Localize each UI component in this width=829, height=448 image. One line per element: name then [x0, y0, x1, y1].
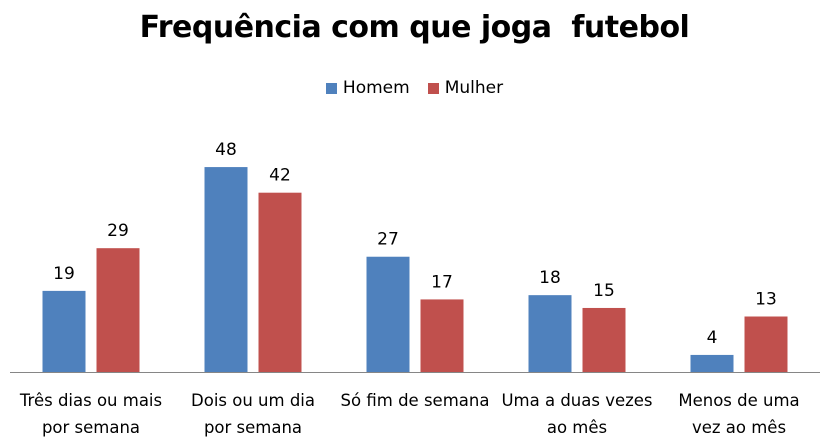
legend-item-homem: Homem — [325, 78, 410, 98]
bar-homem-3 — [528, 295, 572, 372]
bar-mulher-0 — [96, 248, 140, 372]
data-label-homem-4: 4 — [707, 328, 718, 348]
category-label-0-line-0: Três dias ou mais — [19, 391, 162, 410]
bar-homem-0 — [42, 290, 86, 372]
category-label-0-line-1: por semana — [42, 418, 140, 437]
data-label-homem-3: 18 — [539, 268, 561, 288]
bar-mulher-4 — [744, 316, 788, 372]
legend-item-mulher: Mulher — [427, 78, 504, 98]
data-label-homem-1: 48 — [215, 140, 237, 160]
category-label-3-line-1: ao mês — [547, 418, 607, 437]
category-label-2-line-0: Só fim de semana — [341, 391, 490, 410]
data-label-mulher-1: 42 — [269, 166, 291, 186]
bar-homem-1 — [204, 167, 248, 372]
data-label-homem-2: 27 — [377, 230, 399, 250]
data-label-mulher-3: 15 — [593, 281, 615, 301]
data-label-homem-0: 19 — [53, 264, 75, 284]
data-label-mulher-0: 29 — [107, 221, 129, 241]
bar-mulher-2 — [420, 299, 464, 372]
legend: Homem Mulher — [0, 78, 829, 98]
category-label-4-line-0: Menos de uma — [678, 391, 799, 410]
bar-mulher-1 — [258, 192, 302, 372]
category-label-3-line-0: Uma a duas vezes — [501, 391, 652, 410]
legend-label-mulher: Mulher — [444, 78, 504, 98]
bar-homem-4 — [690, 354, 734, 372]
data-label-mulher-2: 17 — [431, 272, 453, 292]
chart-title: Frequência com que joga futebol — [139, 10, 690, 45]
legend-swatch-homem — [325, 82, 337, 94]
category-label-1-line-0: Dois ou um dia — [191, 391, 315, 410]
category-label-1-line-1: por semana — [204, 418, 302, 437]
legend-label-homem: Homem — [342, 78, 410, 98]
data-label-mulher-4: 13 — [755, 290, 777, 310]
legend-swatch-mulher — [427, 82, 439, 94]
category-label-4-line-1: vez ao mês — [692, 418, 786, 437]
bar-homem-2 — [366, 256, 410, 372]
bar-mulher-3 — [582, 307, 626, 372]
